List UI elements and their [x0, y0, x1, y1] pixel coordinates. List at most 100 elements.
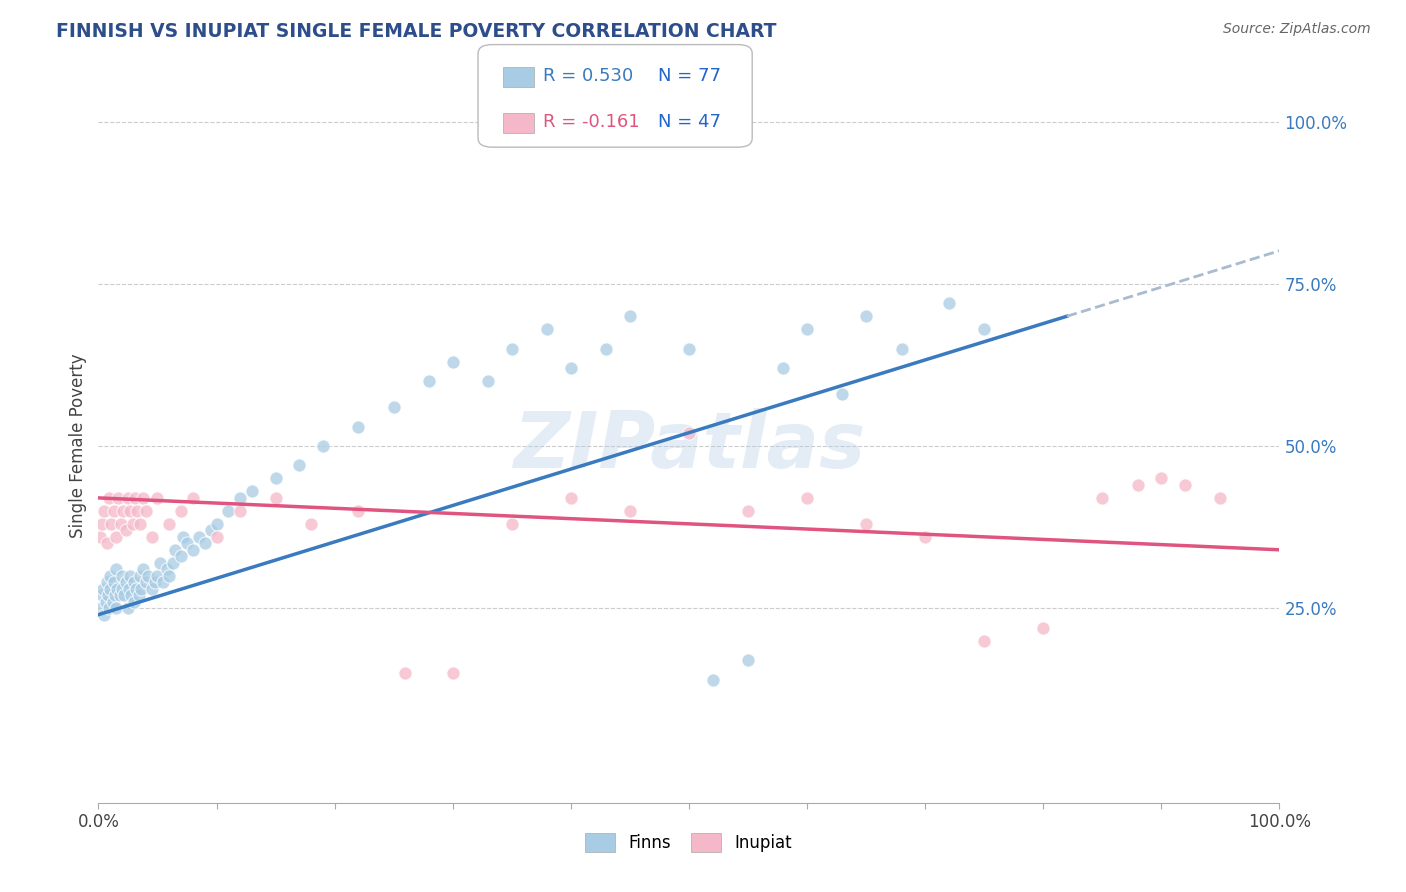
Point	[146, 491, 169, 505]
Point	[312, 439, 335, 453]
Point	[114, 524, 136, 538]
Text: R = 0.530: R = 0.530	[543, 67, 633, 85]
Point	[194, 536, 217, 550]
Point	[181, 542, 204, 557]
Text: N = 47: N = 47	[658, 113, 721, 131]
Point	[96, 575, 118, 590]
Point	[128, 568, 150, 582]
Point	[117, 491, 139, 505]
Point	[94, 595, 117, 609]
Point	[619, 504, 641, 518]
Point	[229, 491, 252, 505]
Point	[93, 504, 115, 518]
Point	[172, 530, 194, 544]
Point	[181, 491, 204, 505]
Point	[702, 673, 724, 687]
Point	[132, 491, 155, 505]
Point	[103, 504, 125, 518]
Point	[170, 549, 193, 564]
Point	[347, 419, 370, 434]
Point	[120, 504, 142, 518]
Point	[135, 504, 157, 518]
Point	[114, 575, 136, 590]
Text: FINNISH VS INUPIAT SINGLE FEMALE POVERTY CORRELATION CHART: FINNISH VS INUPIAT SINGLE FEMALE POVERTY…	[56, 22, 776, 41]
Point	[146, 568, 169, 582]
Point	[855, 310, 877, 324]
Point	[418, 374, 440, 388]
Point	[152, 575, 174, 590]
Point	[100, 516, 122, 531]
Point	[737, 653, 759, 667]
Point	[129, 582, 152, 596]
Point	[973, 322, 995, 336]
Point	[143, 575, 166, 590]
Point	[264, 491, 287, 505]
Point	[108, 588, 131, 602]
Point	[441, 666, 464, 681]
Point	[101, 595, 124, 609]
Point	[501, 516, 523, 531]
Point	[89, 530, 111, 544]
Point	[382, 400, 405, 414]
Point	[97, 588, 120, 602]
Text: R = -0.161: R = -0.161	[543, 113, 640, 131]
Point	[560, 361, 582, 376]
Point	[890, 342, 912, 356]
Point	[217, 504, 239, 518]
Point	[124, 491, 146, 505]
Point	[90, 601, 112, 615]
Point	[122, 595, 145, 609]
Point	[796, 491, 818, 505]
Point	[105, 530, 128, 544]
Point	[141, 582, 163, 596]
Point	[176, 536, 198, 550]
Point	[229, 504, 252, 518]
Point	[96, 536, 118, 550]
Point	[112, 588, 135, 602]
Point	[678, 342, 700, 356]
Point	[299, 516, 322, 531]
Point	[394, 666, 416, 681]
Point	[98, 568, 121, 582]
Point	[121, 588, 143, 602]
Point	[1209, 491, 1232, 505]
Point	[240, 484, 263, 499]
Point	[157, 568, 180, 582]
Point	[200, 524, 222, 538]
Point	[105, 582, 128, 596]
Point	[1032, 621, 1054, 635]
Point	[104, 588, 127, 602]
Point	[105, 562, 128, 576]
Point	[122, 575, 145, 590]
Point	[619, 310, 641, 324]
Point	[120, 568, 142, 582]
Point	[501, 342, 523, 356]
Point	[128, 516, 150, 531]
Point	[831, 387, 853, 401]
Point	[264, 471, 287, 485]
Point	[678, 425, 700, 440]
Point	[157, 516, 180, 531]
Point	[121, 516, 143, 531]
Point	[93, 607, 115, 622]
Point	[91, 516, 114, 531]
Point	[111, 568, 134, 582]
Y-axis label: Single Female Poverty: Single Female Poverty	[69, 354, 87, 538]
Point	[156, 562, 179, 576]
Point	[1091, 491, 1114, 505]
Point	[1150, 471, 1173, 485]
Point	[118, 582, 141, 596]
Text: ZIPatlas: ZIPatlas	[513, 408, 865, 484]
Point	[914, 530, 936, 544]
Point	[127, 504, 149, 518]
Point	[205, 530, 228, 544]
Point	[162, 556, 184, 570]
Point	[117, 601, 139, 615]
Point	[737, 504, 759, 518]
Point	[135, 575, 157, 590]
Point	[973, 633, 995, 648]
Point	[141, 530, 163, 544]
Text: Source: ZipAtlas.com: Source: ZipAtlas.com	[1223, 22, 1371, 37]
Point	[149, 556, 172, 570]
Point	[560, 491, 582, 505]
